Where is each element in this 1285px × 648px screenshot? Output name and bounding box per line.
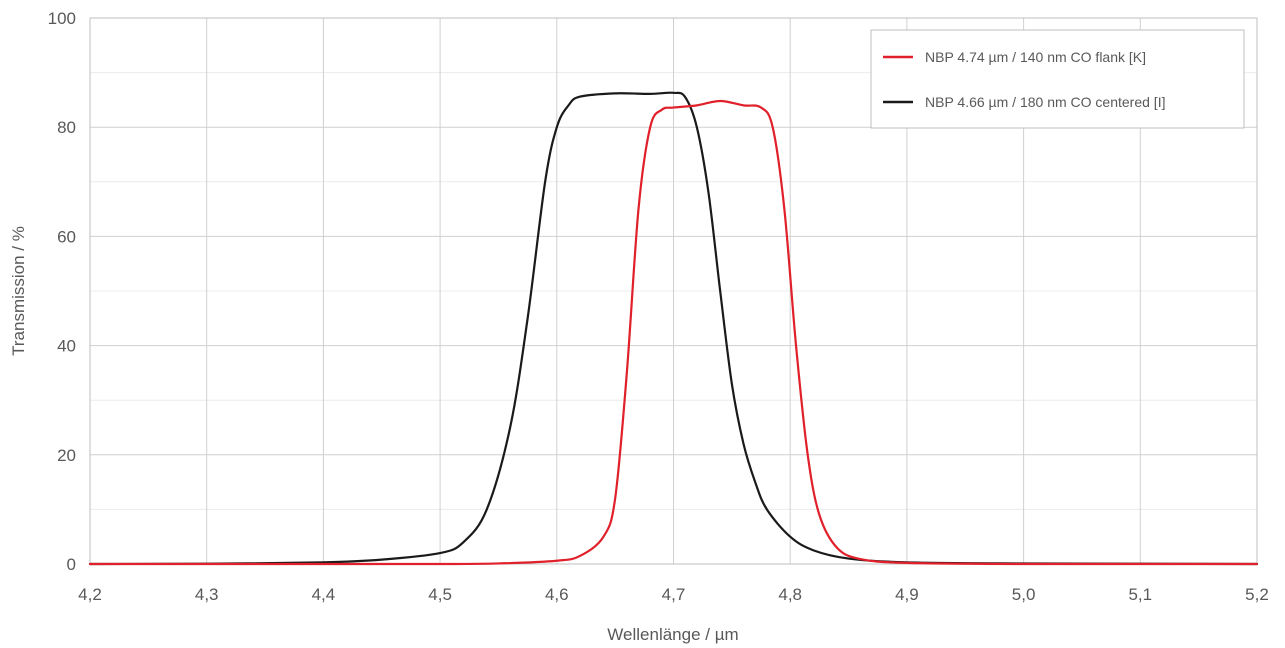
x-tick-label: 4,2 — [78, 585, 102, 604]
x-tick-label: 4,9 — [895, 585, 919, 604]
series-line-nbp-466-centered — [88, 91, 1259, 566]
y-tick-label: 80 — [57, 118, 76, 137]
y-tick-label: 100 — [48, 9, 76, 28]
x-axis-ticks: 4,2 4,3 4,4 4,5 4,6 4,7 4,8 4,9 5,0 5,1 5,2 — [78, 585, 1269, 604]
x-tick-label: 5,1 — [1128, 585, 1152, 604]
legend-label-i: NBP 4.66 µm / 180 nm CO centered [I] — [925, 94, 1165, 110]
x-tick-label: 5,2 — [1245, 585, 1269, 604]
x-axis-title: Wellenlänge / µm — [607, 625, 738, 644]
y-tick-label: 0 — [67, 555, 76, 574]
x-tick-label: 4,3 — [195, 585, 219, 604]
x-tick-label: 4,6 — [545, 585, 569, 604]
y-tick-label: 60 — [57, 227, 76, 246]
y-tick-label: 40 — [57, 337, 76, 356]
plot-area-frame — [89, 17, 1258, 565]
y-tick-label: 20 — [57, 446, 76, 465]
legend-box — [870, 29, 1245, 129]
x-tick-label: 4,8 — [778, 585, 802, 604]
series-lines — [88, 91, 1259, 566]
legend: NBP 4.74 µm / 140 nm CO flank [K] NBP 4.… — [870, 29, 1245, 129]
legend-label-k: NBP 4.74 µm / 140 nm CO flank [K] — [925, 49, 1146, 65]
x-tick-label: 5,0 — [1012, 585, 1036, 604]
x-tick-label: 4,7 — [662, 585, 686, 604]
x-tick-label: 4,4 — [312, 585, 336, 604]
y-axis-title: Transmission / % — [9, 226, 28, 356]
x-tick-label: 4,5 — [428, 585, 452, 604]
y-axis-ticks: 0 20 40 60 80 100 — [48, 9, 76, 574]
series-line-nbp-474-flank — [88, 99, 1259, 566]
